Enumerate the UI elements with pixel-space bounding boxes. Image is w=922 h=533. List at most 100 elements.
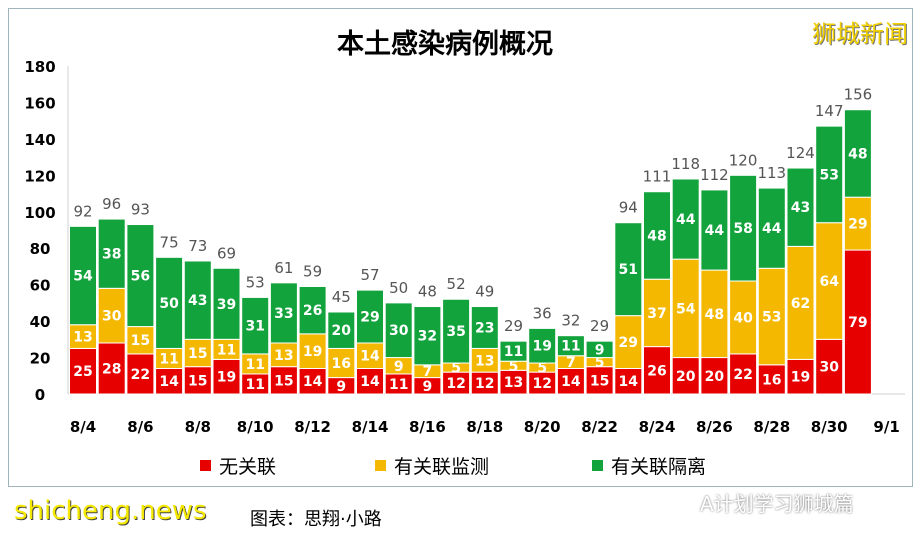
bar-segment <box>126 224 155 328</box>
y-tick-label: 40 <box>30 313 51 331</box>
x-tick-label: 8/26 <box>696 418 733 436</box>
total-label: 29 <box>504 317 523 335</box>
total-label: 124 <box>786 144 815 162</box>
data-label: 19 <box>532 339 551 355</box>
bar-segment <box>556 335 585 357</box>
bar-segment <box>442 298 471 364</box>
data-label: 20 <box>705 369 725 385</box>
data-label: 9 <box>423 379 433 395</box>
data-label: 12 <box>532 376 551 392</box>
data-label: 14 <box>303 374 323 390</box>
x-tick-label: 8/14 <box>352 418 389 436</box>
data-label: 48 <box>705 307 724 323</box>
total-label: 36 <box>533 304 552 322</box>
data-label: 9 <box>394 359 404 375</box>
data-label: 13 <box>504 375 523 391</box>
legend-label: 有关联隔离 <box>611 456 707 478</box>
bar-segment <box>643 278 671 348</box>
data-label: 38 <box>102 247 121 263</box>
x-tick-label: 8/12 <box>294 418 331 436</box>
bar-segment <box>671 178 700 260</box>
bar-segment <box>183 338 212 368</box>
data-label: 44 <box>705 223 725 239</box>
total-label: 32 <box>561 312 580 330</box>
data-label: 64 <box>819 274 839 290</box>
total-label: 53 <box>246 273 265 291</box>
data-label: 13 <box>475 353 494 369</box>
x-tick-label: 8/24 <box>639 418 676 436</box>
data-label: 30 <box>819 360 839 376</box>
data-label: 79 <box>848 315 867 331</box>
data-label: 53 <box>762 310 781 326</box>
data-label: 5 <box>537 361 547 377</box>
data-label: 13 <box>73 330 92 346</box>
site-watermark: shicheng.news <box>14 496 207 526</box>
total-label: 93 <box>131 201 150 219</box>
legend-swatch <box>592 460 603 471</box>
bar-segment <box>499 340 528 362</box>
bar-segment <box>126 353 155 395</box>
data-label: 54 <box>676 301 696 317</box>
bar-segment <box>671 357 700 395</box>
data-label: 26 <box>303 303 322 319</box>
bar-segment <box>241 296 270 355</box>
data-label: 20 <box>676 369 696 385</box>
data-label: 22 <box>131 367 150 383</box>
data-label: 15 <box>274 373 293 389</box>
bar-segment <box>69 225 97 326</box>
total-label: 94 <box>619 199 638 217</box>
data-label: 15 <box>188 373 207 389</box>
y-tick-label: 0 <box>35 386 45 404</box>
bar-segment <box>729 353 758 395</box>
data-label: 30 <box>102 309 122 325</box>
bar-segment <box>97 342 126 395</box>
data-label: 14 <box>561 374 581 390</box>
data-label: 11 <box>389 377 408 393</box>
total-label: 96 <box>102 195 121 213</box>
y-tick-label: 120 <box>24 167 55 185</box>
bar-segment <box>757 364 786 395</box>
data-label: 15 <box>131 333 150 349</box>
data-label: 43 <box>188 293 207 309</box>
total-label: 75 <box>160 233 179 251</box>
data-label: 13 <box>274 348 293 364</box>
total-label: 147 <box>815 102 844 120</box>
bar-segment <box>614 367 643 395</box>
data-label: 33 <box>274 306 293 322</box>
x-tick-label: 8/20 <box>524 418 561 436</box>
data-label: 58 <box>733 221 752 237</box>
bar-segment <box>269 282 298 344</box>
total-label: 61 <box>274 259 293 277</box>
total-label: 113 <box>757 164 786 182</box>
data-label: 29 <box>619 335 638 351</box>
data-label: 62 <box>791 296 810 312</box>
data-label: 5 <box>509 359 519 375</box>
data-label: 16 <box>762 372 781 388</box>
total-label: 50 <box>389 279 408 297</box>
total-label: 57 <box>360 266 379 284</box>
data-label: 15 <box>188 346 207 362</box>
bar-segment <box>384 302 413 359</box>
y-tick-label: 60 <box>30 277 51 295</box>
bar-segment <box>585 340 614 359</box>
legend-item-unlinked: 无关联 <box>200 452 276 479</box>
data-label: 26 <box>647 363 666 379</box>
bar-segment <box>298 285 327 335</box>
bar-segment <box>155 256 184 349</box>
total-label: 45 <box>332 288 351 306</box>
bar-segment <box>212 358 241 395</box>
data-label: 48 <box>647 228 666 244</box>
data-label: 53 <box>819 167 838 183</box>
bar-segment <box>786 167 815 247</box>
data-label: 44 <box>762 221 782 237</box>
bar-segment <box>815 338 844 395</box>
total-label: 111 <box>643 168 672 186</box>
bar-segment <box>298 333 327 369</box>
bar-segment <box>585 366 614 395</box>
bar-segment <box>413 306 442 366</box>
data-label: 20 <box>332 323 352 339</box>
data-label: 28 <box>102 361 121 377</box>
data-label: 29 <box>360 310 379 326</box>
bar-segment <box>126 326 155 355</box>
caption: 图表：思翔·小路 <box>250 509 382 530</box>
